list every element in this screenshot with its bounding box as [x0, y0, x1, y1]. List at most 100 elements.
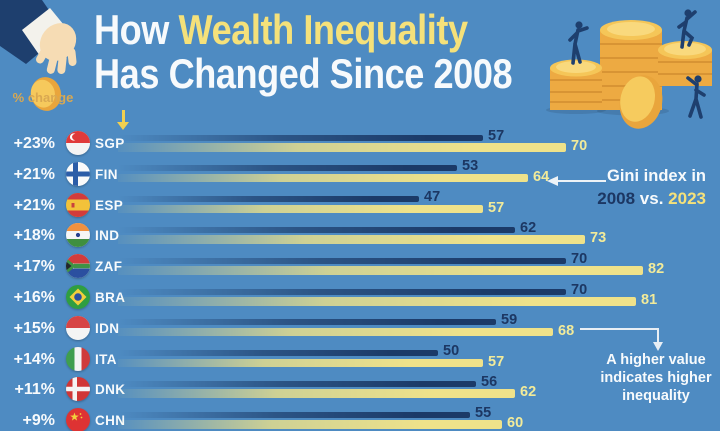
coin-stack-right — [658, 41, 712, 86]
bar-2023 — [118, 204, 483, 214]
value-2008: 62 — [520, 219, 537, 236]
value-2008: 50 — [443, 343, 460, 360]
country-row-chn: +9% CHN 55 60 — [0, 405, 720, 431]
value-2008: 56 — [481, 373, 498, 390]
country-row-dnk: +11% DNK 56 62 — [0, 374, 720, 405]
value-2023: 57 — [488, 353, 505, 370]
bar-2008 — [118, 134, 483, 141]
country-row-fin: +21% FIN 53 64 — [0, 159, 720, 190]
flag-finland-icon — [66, 161, 90, 186]
country-code: IDN — [95, 320, 120, 336]
country-row-esp: +21% ESP 47 57 — [0, 190, 720, 221]
leaning-coin — [619, 75, 663, 129]
value-2023: 73 — [590, 230, 607, 247]
bar-2023 — [118, 143, 566, 152]
note-arrow-icon — [652, 342, 663, 351]
bar-2023 — [118, 327, 553, 337]
flag-brazil-icon — [66, 285, 90, 309]
bar-2023 — [118, 389, 515, 398]
pct-change-value: +17% — [13, 258, 55, 276]
coin-stacks-illustration — [546, 9, 712, 129]
coin-stack-left — [550, 59, 602, 110]
bar-2023 — [118, 358, 483, 368]
country-code: FIN — [95, 166, 118, 182]
bar-2008 — [118, 196, 419, 203]
pct-change-value: +23% — [13, 135, 55, 152]
legend-arrow-line — [558, 180, 606, 182]
flag-denmark-icon — [66, 377, 90, 402]
pct-change-value: +21% — [13, 196, 55, 214]
legend-vs: vs. — [639, 189, 664, 208]
country-code: ITA — [95, 351, 117, 367]
people-figures — [568, 9, 706, 119]
flag-south-africa-icon — [66, 254, 90, 279]
bar-2023 — [118, 235, 585, 244]
title-line1: How Wealth Inequality — [94, 6, 468, 53]
pct-change-value: +14% — [13, 350, 55, 368]
hand-dropping-coin-icon — [0, 0, 77, 111]
page-title: How Wealth Inequality Has Changed Since … — [94, 6, 513, 97]
country-code: DNK — [95, 382, 126, 398]
country-code: ZAF — [95, 259, 123, 275]
value-2008: 70 — [571, 281, 588, 298]
note-bracket-hline — [580, 328, 659, 330]
bar-2008 — [118, 319, 496, 326]
value-2023: 82 — [648, 261, 665, 278]
bar-2008 — [118, 350, 438, 357]
bar-2008 — [118, 380, 476, 387]
country-code: BRA — [95, 290, 126, 305]
down-arrow-icon — [117, 110, 129, 132]
country-row-bra: +16% BRA 70 81 — [0, 282, 720, 313]
bar-2008 — [118, 165, 457, 172]
country-row-zaf: +17% ZAF 70 82 — [0, 251, 720, 282]
value-2023: 68 — [558, 322, 575, 339]
flag-china-icon — [66, 408, 90, 431]
title-highlight: Wealth Inequality — [178, 6, 468, 53]
bar-2008 — [118, 257, 566, 264]
pct-change-value: +18% — [13, 227, 55, 245]
pct-change-label: % change — [12, 90, 74, 105]
legend-text: Gini index in — [606, 167, 706, 185]
value-2023: 60 — [507, 415, 524, 431]
bar-2023 — [118, 297, 636, 306]
chart-rows: +23% SGP 57 70 +21% FIN 53 64 +21% ESP 47 57 +18% IND… — [0, 128, 720, 431]
value-2008: 59 — [501, 312, 518, 329]
pct-change-value: +21% — [13, 165, 55, 183]
country-row-ita: +14% ITA 50 57 — [0, 344, 720, 375]
note-bracket-vline — [657, 328, 659, 343]
legend-year-2008: 2008 — [597, 189, 636, 208]
flag-spain-icon — [66, 192, 90, 217]
bar-2023 — [118, 420, 502, 429]
value-2008: 53 — [462, 158, 479, 175]
bar-2023 — [118, 266, 643, 275]
country-row-ind: +18% IND 62 73 — [0, 220, 720, 251]
bar-2023 — [118, 173, 528, 183]
value-2008: 55 — [475, 404, 492, 421]
flag-italy-icon — [66, 346, 90, 371]
pct-change-value: +15% — [13, 319, 55, 337]
pct-change-value: +11% — [14, 381, 55, 399]
pct-change-value: +16% — [13, 289, 55, 306]
country-code: IND — [95, 228, 120, 244]
legend-year-2023: 2023 — [668, 189, 706, 208]
country-row-idn: +15% IDN 59 68 — [0, 313, 720, 344]
note: A higher value indicates higher inequali… — [600, 352, 712, 404]
country-code: ESP — [95, 197, 124, 213]
country-row-sgp: +23% SGP 57 70 — [0, 128, 720, 159]
value-2008: 70 — [571, 250, 588, 267]
pct-change-value: +9% — [22, 412, 55, 430]
value-2023: 64 — [533, 168, 550, 185]
value-2008: 57 — [488, 127, 505, 144]
country-code: CHN — [95, 413, 126, 429]
value-2023: 62 — [520, 384, 537, 401]
value-2008: 47 — [424, 189, 441, 206]
value-2023: 81 — [641, 292, 658, 308]
flag-singapore-icon — [66, 131, 90, 155]
country-code: SGP — [95, 136, 125, 151]
bar-2008 — [118, 411, 470, 418]
bar-2008 — [118, 288, 566, 295]
legend-arrow-icon — [547, 175, 558, 186]
flag-indonesia-icon — [66, 315, 90, 340]
title-line2: Has Changed Since 2008 — [94, 50, 513, 97]
